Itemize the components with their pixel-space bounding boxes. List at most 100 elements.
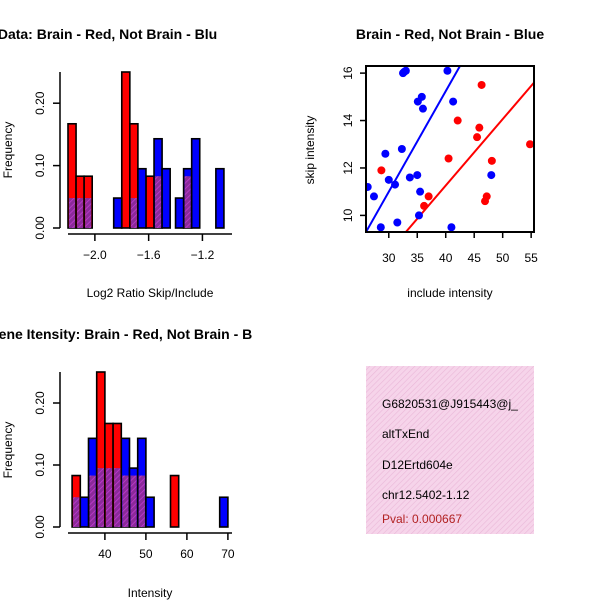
x-tick-label: −2.0: [83, 248, 107, 262]
y-tick-label: 12: [341, 161, 355, 175]
x-tick-label: 50: [496, 251, 510, 265]
overlap-bar: [73, 497, 80, 527]
not-brain-bar: [112, 197, 123, 229]
overlap-bar: [97, 468, 104, 527]
ratio-hist-axes: 0.00 0.10 0.20 −2.0 −1.6 −1.2: [33, 72, 232, 262]
overlap-bar: [138, 475, 145, 527]
intensity-histogram-panel: Gene Itensity: Brain - Red, Not Brain - …: [0, 326, 252, 600]
brain-bar: [120, 71, 131, 229]
scatter-title: Brain - Red, Not Brain - Blue: [356, 26, 544, 42]
ratio-hist-xlabel: Log2 Ratio Skip/Include: [87, 286, 214, 300]
ratio-histogram-panel: RatioData: Brain - Red, Not Brain - Blu …: [0, 26, 232, 300]
info-box: [366, 366, 534, 534]
overlap-bar: [184, 176, 191, 228]
not-brain-bar: [174, 197, 185, 229]
scatter-ylabel: skip intensity: [303, 116, 317, 185]
not-brain-point: [418, 104, 427, 113]
not-brain-point: [369, 192, 378, 201]
not-brain-bar: [145, 496, 155, 528]
y-tick-label: 0.00: [33, 216, 47, 240]
brain-point: [424, 192, 433, 201]
not-brain-point: [443, 66, 452, 75]
overlap-bar: [155, 176, 162, 228]
not-brain-point: [397, 145, 406, 153]
not-brain-bar: [137, 167, 147, 229]
y-tick-label: 14: [341, 114, 355, 128]
x-tick-label: −1.6: [137, 248, 161, 262]
not-brain-fit-line: [366, 66, 461, 232]
brain-point: [482, 192, 491, 201]
not-brain-bar: [215, 167, 225, 229]
overlap-bar: [89, 475, 96, 527]
info-panel: G6820531@J915443@j_ altTxEnd D12Ertd604e…: [366, 366, 534, 534]
intensity-hist-bars: [71, 371, 229, 528]
not-brain-point: [413, 171, 422, 180]
not-brain-point: [384, 175, 393, 184]
overlap-bar: [130, 475, 137, 527]
x-tick-label: 35: [411, 251, 425, 265]
not-brain-point: [417, 92, 426, 101]
overlap-bar: [69, 198, 76, 228]
brain-point: [444, 154, 453, 163]
x-tick-label: 55: [524, 251, 538, 265]
x-tick-label: 70: [221, 547, 235, 561]
overlap-bar: [130, 198, 137, 228]
scatter-xlabel: include intensity: [407, 286, 492, 300]
not-brain-point: [449, 97, 458, 106]
y-tick-label: 0.10: [33, 154, 47, 178]
not-brain-bar: [218, 496, 229, 528]
y-tick-label: 0.00: [33, 515, 47, 539]
x-tick-label: 40: [98, 547, 112, 561]
y-tick-label: 10: [341, 208, 355, 222]
intensity-hist-xlabel: Intensity: [128, 586, 173, 600]
ratio-hist-ylabel: Frequency: [1, 122, 15, 179]
not-brain-bar: [161, 167, 171, 229]
ratio-hist-bars: [67, 71, 225, 229]
brain-point: [526, 140, 534, 149]
not-brain-point: [414, 211, 423, 220]
x-tick-label: 30: [382, 251, 396, 265]
y-tick-label: 0.10: [33, 453, 47, 477]
y-tick-label: 16: [341, 66, 355, 80]
x-tick-label: 60: [180, 547, 194, 561]
y-tick-label: 0.20: [33, 91, 47, 115]
overlap-bar: [122, 475, 129, 527]
brain-point: [477, 80, 486, 89]
intensity-hist-axes: 0.00 0.10 0.20 40 50 60 70: [33, 372, 235, 561]
x-tick-label: 50: [139, 547, 153, 561]
ratio-hist-title: RatioData: Brain - Red, Not Brain - Blu: [0, 26, 217, 42]
not-brain-point: [391, 180, 400, 189]
not-brain-bar: [79, 496, 90, 528]
brain-bar: [169, 474, 180, 528]
not-brain-point: [376, 223, 385, 232]
not-brain-point: [381, 149, 390, 158]
not-brain-point: [366, 182, 372, 191]
info-pval: Pval: 0.000667: [382, 512, 462, 526]
y-tick-label: 0.20: [33, 391, 47, 415]
not-brain-point: [416, 187, 425, 196]
intensity-hist-title: Gene Itensity: Brain - Red, Not Brain - …: [0, 326, 252, 342]
brain-point: [475, 123, 484, 132]
info-location: chr12.5402-1.12: [382, 488, 470, 502]
not-brain-point: [401, 66, 410, 75]
not-brain-point: [393, 218, 402, 227]
not-brain-point: [405, 173, 414, 182]
brain-point: [420, 201, 429, 210]
overlap-bar: [85, 198, 92, 228]
overlap-bar: [114, 468, 121, 527]
not-brain-point: [487, 171, 496, 180]
info-gene-name: D12Ertd604e: [382, 458, 453, 472]
info-event-type: altTxEnd: [382, 427, 429, 441]
plot-frame: [365, 65, 535, 233]
brain-point: [487, 156, 496, 165]
overlap-bar: [105, 468, 113, 527]
overlap-bar: [77, 198, 84, 228]
brain-point: [473, 133, 482, 142]
scatter-marks: [366, 66, 534, 232]
intensity-hist-ylabel: Frequency: [1, 422, 15, 479]
x-tick-label: −1.2: [191, 248, 215, 262]
brain-point: [453, 116, 462, 125]
not-brain-point: [447, 223, 456, 232]
scatter-panel: Brain - Red, Not Brain - Blue include in…: [303, 26, 544, 300]
